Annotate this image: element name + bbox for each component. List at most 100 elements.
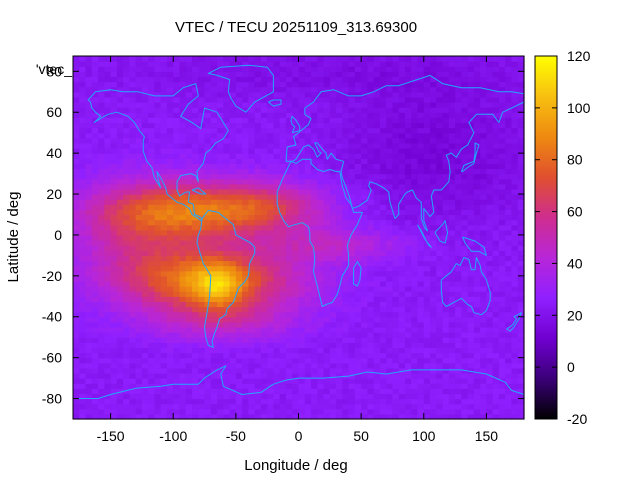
heat-cell: [498, 96, 506, 103]
heat-cell: [473, 117, 481, 124]
heat-cell: [85, 96, 93, 103]
heat-cell: [473, 56, 481, 62]
heat-cell: [473, 306, 481, 313]
heat-cell: [298, 280, 306, 287]
heat-cell: [442, 408, 450, 415]
heat-cell: [411, 347, 419, 354]
heat-cell: [235, 61, 243, 67]
heat-cell: [505, 96, 513, 103]
heat-cell: [254, 219, 262, 226]
heat-cell: [386, 122, 394, 129]
heat-cell: [404, 183, 412, 190]
heat-cell: [204, 393, 212, 400]
heat-cell: [442, 270, 450, 277]
heat-cell: [98, 270, 105, 277]
heat-cell: [79, 132, 87, 139]
heat-cell: [285, 291, 293, 297]
heat-cell: [498, 209, 506, 216]
heat-cell: [461, 214, 469, 221]
heat-cell: [292, 214, 300, 221]
heat-cell: [110, 332, 118, 338]
heat-cell: [511, 413, 519, 420]
heat-cell: [348, 86, 356, 93]
heat-cell: [304, 388, 312, 395]
heat-cell: [141, 183, 149, 190]
heat-cell: [311, 280, 318, 287]
heat-cell: [267, 188, 275, 195]
heat-cell: [235, 280, 243, 287]
heat-cell: [148, 71, 156, 78]
heat-cell: [85, 81, 93, 88]
heat-cell: [379, 362, 387, 369]
heat-cell: [467, 270, 475, 277]
heat-cell: [498, 214, 506, 221]
heat-cell: [254, 229, 262, 236]
heat-cell: [455, 311, 462, 318]
heat-cell: [166, 71, 174, 78]
heat-cell: [367, 332, 375, 338]
heat-cell: [311, 76, 318, 83]
heat-cell: [285, 204, 293, 210]
heat-cell: [91, 301, 99, 308]
heat-cell: [223, 316, 231, 323]
heat-cell: [311, 122, 318, 129]
heat-cell: [98, 367, 105, 374]
heat-cell: [511, 378, 519, 384]
heat-cell: [461, 102, 469, 108]
heat-cell: [329, 102, 337, 108]
heat-cell: [179, 56, 187, 62]
heat-cell: [367, 127, 375, 134]
heat-cell: [317, 250, 325, 256]
heat-cell: [336, 91, 343, 98]
heat-cell: [473, 194, 481, 200]
heat-cell: [417, 255, 425, 262]
heat-cell: [430, 153, 437, 159]
heat-cell: [73, 347, 80, 354]
heat-cell: [104, 199, 112, 205]
heat-cell: [367, 372, 375, 379]
heat-cell: [436, 122, 444, 129]
heat-cell: [110, 183, 118, 190]
heat-cell: [467, 337, 475, 343]
heat-cell: [311, 199, 318, 205]
heat-cell: [98, 214, 105, 221]
heat-cell: [279, 91, 287, 98]
heat-cell: [135, 199, 143, 205]
heat-cell: [135, 398, 143, 405]
heat-cell: [260, 383, 268, 389]
heat-cell: [198, 148, 206, 154]
heat-cell: [73, 372, 80, 379]
heat-cell: [404, 296, 412, 303]
heat-cell: [285, 275, 293, 282]
heat-cell: [292, 332, 300, 338]
heat-cell: [116, 163, 124, 170]
heat-cell: [461, 413, 469, 420]
heat-cell: [91, 183, 99, 190]
heat-cell: [279, 296, 287, 303]
heat-cell: [148, 347, 156, 354]
heat-cell: [498, 148, 506, 154]
heat-cell: [392, 86, 400, 93]
heat-cell: [267, 71, 275, 78]
heat-cell: [154, 86, 162, 93]
heat-cell: [317, 270, 325, 277]
heat-cell: [254, 347, 262, 354]
heat-cell: [336, 388, 343, 395]
heat-cell: [160, 153, 168, 159]
heat-cell: [91, 127, 99, 134]
heat-cell: [192, 255, 199, 262]
heat-cell: [423, 102, 431, 108]
heat-cell: [98, 301, 105, 308]
heat-cell: [285, 86, 293, 93]
heat-cell: [430, 398, 437, 405]
heat-cell: [85, 388, 93, 395]
heat-cell: [160, 91, 168, 98]
heat-cell: [166, 286, 174, 292]
heat-cell: [348, 342, 356, 349]
heat-cell: [354, 214, 362, 221]
heat-cell: [342, 229, 350, 236]
heat-cell: [123, 112, 130, 118]
heat-cell: [473, 86, 481, 93]
heat-cell: [473, 61, 481, 67]
heat-cell: [361, 311, 368, 318]
